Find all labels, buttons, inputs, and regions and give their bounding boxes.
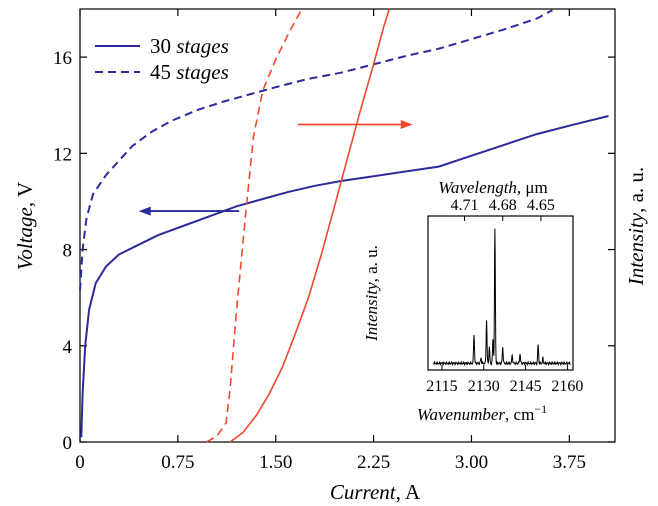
arrowhead-voltage [138,206,151,216]
inset-chart: 2115 2130 2145 2160 4.71 4.68 4.65 Wavelength,… [362,178,583,424]
inset-spectrum-line [433,228,571,367]
series-line-30-stages-intensity [229,8,391,443]
x-tick-label: 0.75 [161,452,194,473]
inset-axis-ticks: 2115 2130 2145 2160 4.71 4.68 4.65 [426,197,583,395]
y-tick-label: 0 [63,433,73,454]
legend: 30 stages 45 stages [95,34,229,84]
x-tick-label: 1.50 [259,452,292,473]
inset-x-axis-title: Wavenumber, cm−1 [417,402,547,424]
main-arrows-layer [138,119,413,216]
inset-x-tick-label: 2160 [551,378,583,395]
y-tick-label: 12 [53,144,72,165]
inset-top-tick-label: 4.71 [451,197,479,214]
inset-plot-frame [427,215,574,371]
y-axis-title-right: Intensity, a. u. [624,167,648,286]
y-tick-label: 16 [53,48,72,69]
x-tick-label: 2.25 [357,452,390,473]
y-tick-label: 8 [63,241,73,262]
inset-top-axis-title: Wavelength, μm [438,178,548,197]
legend-label-45-stages: 45 stages [150,60,229,84]
main-plot-frame [79,8,616,443]
inset-x-tick-label: 2115 [426,378,457,395]
y-axis-title-left: Voltage, V [13,182,37,270]
x-tick-label: 3.00 [455,452,488,473]
y-tick-label: 4 [63,337,73,358]
series-line-30-stages [80,115,609,438]
inset-top-tick-label: 4.65 [527,197,555,214]
inset-plot-background [428,216,573,370]
x-axis-title: Current, A [330,480,421,504]
inset-x-tick-label: 2145 [510,378,542,395]
series-line-45-stages [79,9,553,291]
x-tick-label: 0 [75,452,85,473]
inset-top-tick-label: 4.68 [489,197,517,214]
x-tick-label: 3.75 [553,452,586,473]
arrowhead-intensity [400,119,413,129]
series-line-45-stages-intensity [206,8,303,443]
inset-x-tick-label: 2130 [468,378,500,395]
main-series-layer [79,8,609,443]
main-axis-ticks: 0 0.75 1.50 2.25 3.00 3.75 0 4 8 12 16 [53,9,615,473]
legend-label-30-stages: 30 stages [150,34,229,58]
inset-series-layer [433,228,571,367]
inset-y-axis-title: Intensity, a. u. [362,245,381,342]
